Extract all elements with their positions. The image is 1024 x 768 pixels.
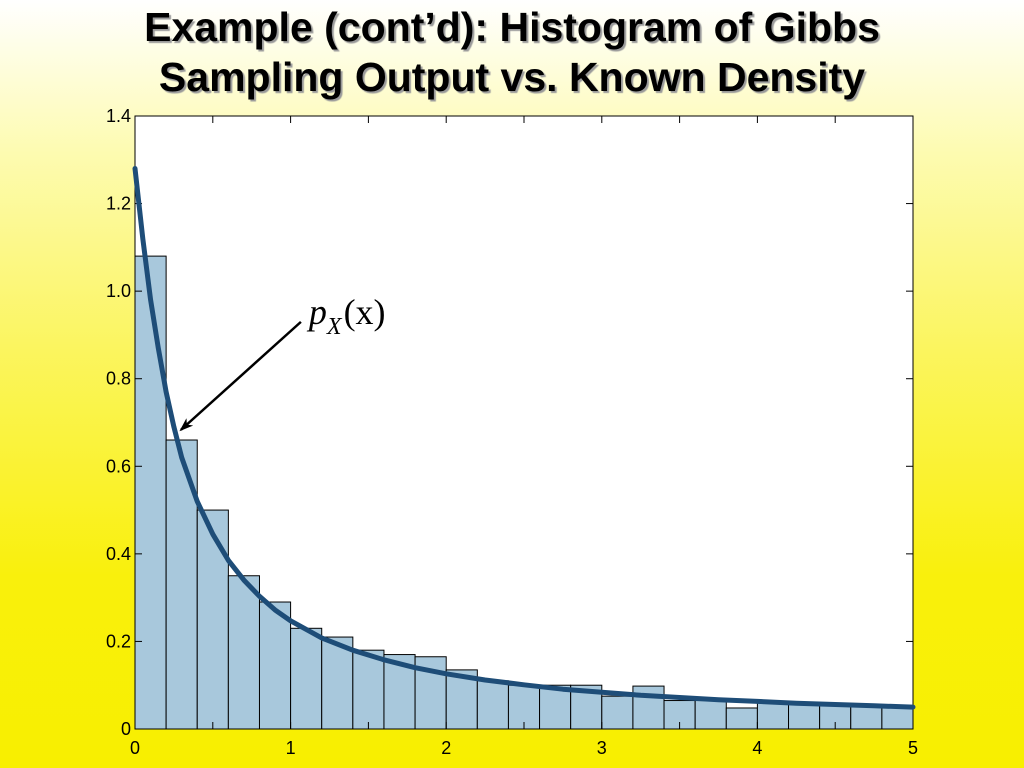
y-tick-label: 0.2 — [106, 631, 131, 651]
density-label: pX(x) — [306, 292, 386, 340]
y-tick-label: 1.0 — [106, 281, 131, 301]
histogram-bar — [850, 705, 883, 730]
x-tick-label: 5 — [908, 738, 918, 758]
plot-frame — [134, 115, 914, 730]
histogram-bar — [352, 649, 385, 730]
x-tick-label: 1 — [286, 738, 296, 758]
y-tick-label: 0.4 — [106, 544, 131, 564]
axis-ticks — [134, 115, 914, 730]
y-tick-label: 0.6 — [106, 456, 131, 476]
histogram-bar — [632, 685, 665, 730]
histogram-bar — [476, 680, 509, 730]
histogram-bar — [258, 601, 292, 730]
histogram-bars — [134, 255, 914, 730]
x-tick-label: 2 — [441, 738, 451, 758]
histogram-bar — [134, 255, 167, 730]
y-tick-label: 0 — [121, 719, 131, 739]
histogram-bar — [601, 695, 634, 730]
histogram-bar — [227, 575, 260, 730]
histogram-bar — [756, 702, 790, 730]
histogram-bar — [694, 700, 727, 730]
x-tick-label: 4 — [752, 738, 762, 758]
histogram-bar — [788, 703, 821, 730]
histogram-bar — [290, 627, 323, 730]
slide-title-line-1: Example (cont’d): Histogram of Gibbs — [144, 4, 880, 50]
x-axis-labels: 0 1 2 3 4 5 — [130, 738, 918, 758]
y-tick-label: 0.8 — [106, 369, 131, 389]
histogram-bar — [321, 636, 354, 730]
histogram-bar — [725, 707, 758, 730]
y-axis-labels: 0 0.2 0.4 0.6 0.8 1.0 1.2 1.4 — [106, 106, 131, 739]
slide-title-line-2: Sampling Output vs. Known Density — [158, 54, 866, 100]
annotation-arrow — [179, 320, 302, 432]
histogram-bar — [881, 707, 914, 730]
y-tick-label: 1.4 — [106, 106, 131, 126]
x-tick-label: 3 — [597, 738, 607, 758]
y-tick-label: 1.2 — [106, 194, 131, 214]
density-curve — [132, 166, 916, 710]
x-tick-label: 0 — [130, 738, 140, 758]
slide-title: Example (cont’d): Histogram of Gibbs Sam… — [0, 2, 1024, 102]
histogram-bar — [196, 509, 229, 730]
